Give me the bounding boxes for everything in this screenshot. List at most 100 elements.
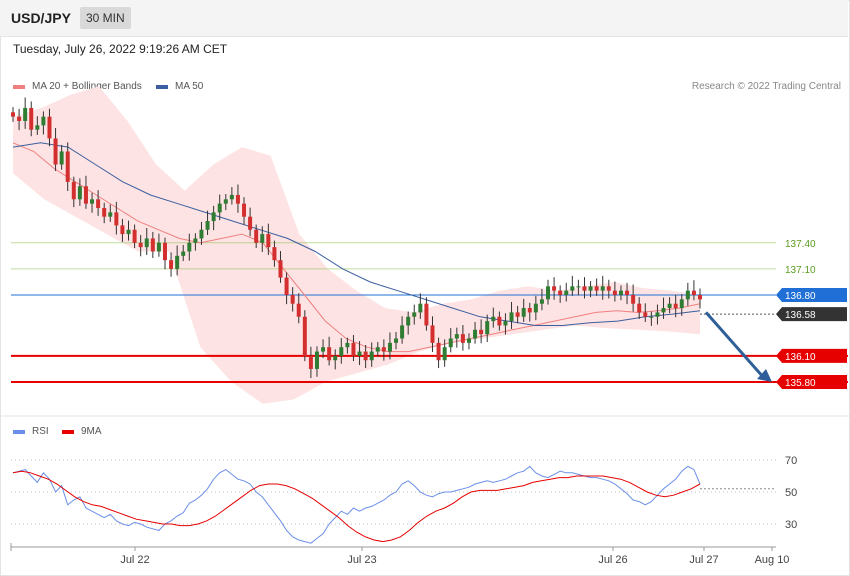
candle-body bbox=[175, 255, 180, 269]
rsi-ma-swatch bbox=[62, 429, 74, 434]
candle-body bbox=[698, 295, 702, 300]
candle-body bbox=[655, 312, 660, 317]
legend-rsi-ma: 9MA bbox=[62, 426, 102, 437]
candle-body bbox=[17, 116, 22, 121]
candle-body bbox=[71, 181, 76, 200]
candle-body bbox=[387, 342, 392, 352]
candle-body bbox=[296, 303, 301, 317]
candle-body bbox=[138, 242, 143, 248]
candle-body bbox=[594, 286, 599, 291]
candle-body bbox=[156, 242, 161, 252]
candle-body bbox=[570, 286, 575, 291]
candle-body bbox=[144, 238, 149, 248]
candle-body bbox=[65, 151, 70, 182]
candle-body bbox=[235, 194, 240, 204]
candle-body bbox=[503, 321, 508, 326]
candle-body bbox=[248, 216, 253, 230]
timestamp: Tuesday, July 26, 2022 9:19:26 AM CET bbox=[13, 42, 228, 56]
level-tag-136.10 bbox=[776, 348, 847, 363]
candle-body bbox=[108, 212, 113, 217]
candle-body bbox=[187, 242, 192, 252]
candle-body bbox=[515, 312, 520, 317]
candle-body bbox=[308, 355, 313, 369]
candle-body bbox=[102, 208, 107, 217]
candle-body bbox=[181, 251, 186, 256]
candle-body bbox=[625, 290, 630, 295]
candle-body bbox=[162, 242, 167, 261]
candle-body bbox=[193, 238, 198, 243]
projection-arrow-shaft bbox=[704, 311, 766, 379]
candle-body bbox=[211, 212, 216, 222]
x-tick-label-Jul-27: Jul 27 bbox=[689, 554, 718, 566]
rsi-ma-line bbox=[12, 470, 701, 543]
candle-body bbox=[114, 212, 119, 226]
candle-body bbox=[77, 186, 82, 200]
candle-body bbox=[260, 234, 265, 243]
candle-body bbox=[418, 303, 423, 313]
candle-body bbox=[266, 234, 271, 248]
level-tag-136.58 bbox=[776, 307, 847, 322]
rsi-tick-50: 50 bbox=[785, 487, 797, 499]
legend-ma50: MA 50 bbox=[156, 81, 203, 92]
candle-body bbox=[533, 303, 538, 313]
candle-body bbox=[205, 221, 210, 230]
rsi-swatch bbox=[13, 429, 25, 434]
ma20-label: MA 20 + Bollinger Bands bbox=[32, 81, 142, 92]
candle-body bbox=[29, 107, 34, 130]
timeframe-button[interactable]: 30 MIN bbox=[80, 7, 131, 29]
candle-body bbox=[53, 138, 58, 165]
candle-body bbox=[229, 194, 234, 200]
rsi-tick-30: 30 bbox=[785, 519, 797, 531]
candle-body bbox=[23, 107, 28, 121]
candle-body bbox=[223, 199, 228, 204]
candle-body bbox=[351, 342, 356, 356]
candle-body bbox=[272, 247, 277, 261]
candle-body bbox=[254, 229, 259, 243]
candle-body bbox=[558, 290, 563, 295]
x-tick-label-Jul-23: Jul 23 bbox=[347, 554, 376, 566]
candle-body bbox=[460, 334, 465, 343]
legend-ma20: MA 20 + Bollinger Bands bbox=[13, 81, 142, 92]
candle-body bbox=[527, 308, 532, 313]
candle-body bbox=[673, 303, 678, 309]
candle-body bbox=[132, 229, 137, 243]
projection-arrowhead bbox=[757, 369, 772, 382]
candle-body bbox=[321, 347, 326, 352]
candle-body bbox=[631, 295, 636, 304]
candle-body bbox=[41, 116, 46, 126]
candle-body bbox=[59, 151, 64, 165]
candle-body bbox=[588, 286, 593, 291]
candle-body bbox=[90, 199, 95, 204]
candle-body bbox=[685, 290, 690, 300]
level-tag-135.80 bbox=[776, 375, 847, 389]
candle-body bbox=[576, 286, 581, 288]
candle-body bbox=[661, 308, 666, 313]
candle-body bbox=[485, 321, 490, 335]
candle-body bbox=[473, 329, 478, 339]
candle-body bbox=[394, 338, 399, 343]
level-label-136.10: 136.10 bbox=[785, 352, 816, 363]
candle-body bbox=[552, 286, 557, 291]
rsi-ma-label: 9MA bbox=[81, 426, 102, 437]
candle-body bbox=[381, 347, 386, 352]
rsi-label: RSI bbox=[32, 426, 49, 437]
candle-body bbox=[643, 312, 648, 317]
candle-body bbox=[369, 351, 374, 361]
candle-body bbox=[406, 316, 411, 326]
ma50-swatch bbox=[156, 84, 168, 89]
candle-body bbox=[612, 290, 617, 295]
candle-body bbox=[242, 203, 247, 217]
candle-body bbox=[120, 225, 125, 235]
x-tick-label-Jul-26: Jul 26 bbox=[598, 554, 627, 566]
candle-body bbox=[169, 260, 174, 269]
x-tick-label-Jul-22: Jul 22 bbox=[120, 554, 149, 566]
candle-body bbox=[479, 329, 484, 335]
candle-body bbox=[606, 286, 611, 291]
credit-text: Research © 2022 Trading Central bbox=[691, 81, 841, 92]
legend-rsi: RSI bbox=[13, 426, 49, 437]
candle-body bbox=[442, 347, 447, 361]
instrument-label: USD/JPY bbox=[11, 10, 71, 26]
candle-body bbox=[363, 351, 368, 361]
candle-body bbox=[96, 199, 101, 208]
